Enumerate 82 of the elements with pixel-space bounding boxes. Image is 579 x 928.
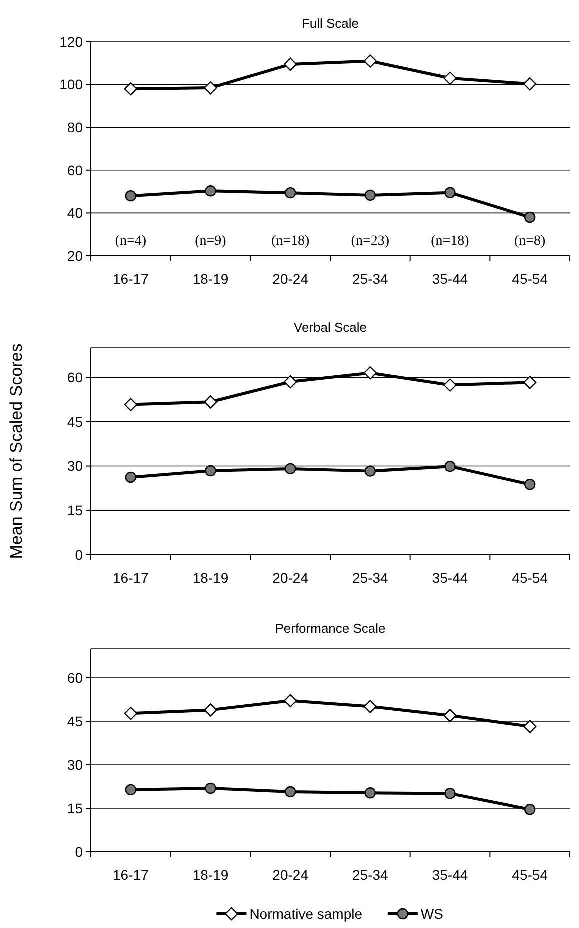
y-tick-label: 60 <box>67 670 84 686</box>
x-tick-label: 45-54 <box>512 271 548 287</box>
x-tick-label: 35-44 <box>432 570 468 586</box>
x-tick-label: 20-24 <box>272 570 309 586</box>
chart-title: Verbal Scale <box>294 320 367 335</box>
point <box>444 709 457 722</box>
x-tick-label: 20-24 <box>272 271 309 287</box>
point <box>284 786 296 798</box>
point <box>204 396 218 409</box>
point <box>284 463 296 475</box>
x-tick-label: 25-34 <box>352 867 389 883</box>
point <box>284 187 296 199</box>
x-tick-label: 25-34 <box>352 271 389 287</box>
point <box>444 788 456 800</box>
y-tick-label: 45 <box>67 414 84 430</box>
x-tick-label: 16-17 <box>113 570 150 586</box>
point <box>125 190 137 202</box>
y-tick-label: 60 <box>67 162 84 178</box>
point <box>205 186 216 197</box>
y-tick-label: 20 <box>67 248 84 264</box>
point <box>124 707 138 720</box>
y-tick-label: 15 <box>67 800 84 816</box>
y-tick-label: 45 <box>67 713 84 730</box>
y-tick-label: 100 <box>60 76 84 93</box>
annotation: (n=18) <box>271 234 310 249</box>
point <box>124 398 138 412</box>
chart-title: Performance Scale <box>275 621 386 636</box>
annotation: (n=9) <box>195 234 227 249</box>
x-tick-label: 16-17 <box>113 271 150 287</box>
point <box>364 190 376 202</box>
point <box>124 82 138 96</box>
point <box>523 376 537 390</box>
point <box>364 366 378 380</box>
x-tick-label: 20-24 <box>272 867 309 883</box>
point <box>205 465 216 477</box>
point <box>444 187 456 198</box>
point <box>125 472 137 484</box>
legend-label: Normative sample <box>250 906 363 922</box>
x-tick-label: 18-19 <box>192 271 229 287</box>
point <box>204 81 218 95</box>
x-tick-label: 16-17 <box>113 867 150 883</box>
point <box>524 212 536 224</box>
y-tick-label: 30 <box>67 458 84 474</box>
y-tick-label: 30 <box>67 756 84 773</box>
point <box>444 72 457 85</box>
point <box>364 700 378 714</box>
x-tick-label: 18-19 <box>192 570 229 586</box>
point <box>523 78 537 91</box>
legend-label: WS <box>420 906 444 922</box>
point <box>364 788 376 799</box>
chart-title: Full Scale <box>302 16 360 31</box>
point <box>364 466 376 477</box>
y-tick-label: 15 <box>67 502 84 519</box>
annotation: (n=23) <box>351 234 390 249</box>
point <box>125 784 137 796</box>
point <box>523 720 537 734</box>
point <box>284 58 298 72</box>
point <box>284 694 298 708</box>
point <box>205 782 216 794</box>
annotation: (n=4) <box>115 234 147 249</box>
y-axis-title: Mean Sum of Scaled Scores <box>7 344 26 560</box>
x-tick-label: 45-54 <box>512 867 548 883</box>
x-tick-label: 45-54 <box>512 570 548 586</box>
x-tick-label: 25-34 <box>352 570 389 586</box>
x-tick-label: 18-19 <box>192 867 229 883</box>
point <box>444 378 457 392</box>
point <box>524 479 536 490</box>
y-tick-label: 0 <box>75 844 84 860</box>
y-tick-label: 0 <box>75 546 84 563</box>
y-tick-label: 120 <box>60 34 84 50</box>
point <box>444 460 456 472</box>
y-tick-label: 40 <box>67 205 84 222</box>
x-tick-label: 35-44 <box>432 271 468 287</box>
annotation: (n=8) <box>514 234 546 249</box>
y-tick-label: 80 <box>67 120 84 136</box>
point <box>284 375 298 389</box>
point <box>364 54 378 68</box>
point <box>524 804 536 816</box>
x-tick-label: 35-44 <box>432 867 468 883</box>
y-tick-label: 60 <box>67 369 84 386</box>
annotation: (n=18) <box>431 234 470 249</box>
point <box>204 704 218 717</box>
